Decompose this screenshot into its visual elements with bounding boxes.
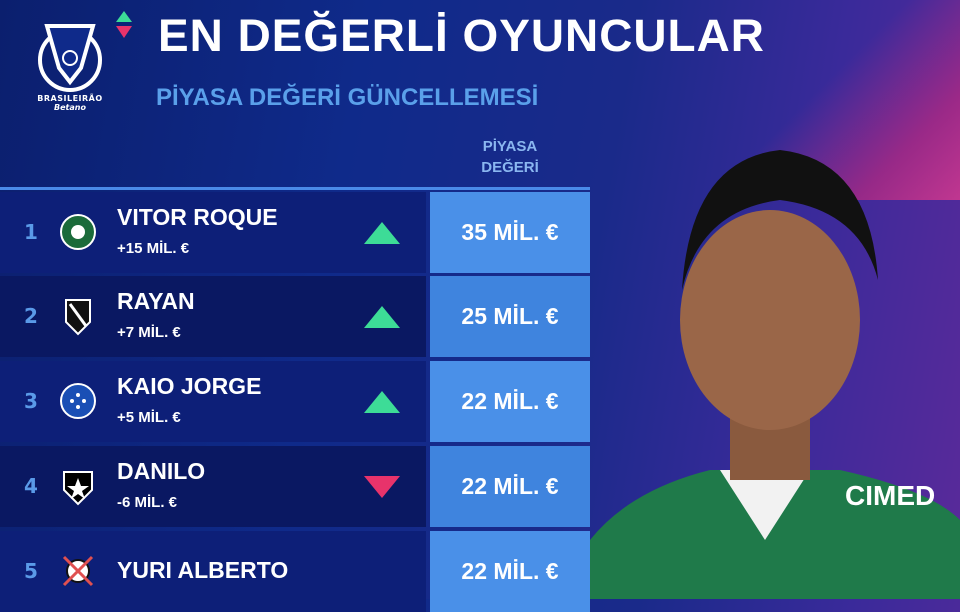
column-header-market-value: PİYASA DEĞERİ	[430, 136, 590, 178]
value-change: +5 MİL. €	[117, 409, 181, 426]
player-name: RAYAN	[117, 288, 195, 314]
value-change: +15 MİL. €	[117, 240, 190, 257]
rank: 4	[24, 474, 38, 498]
brasileirao-crest-icon	[38, 24, 102, 92]
player-photo: CIMED	[590, 150, 960, 599]
player-name: DANILO	[117, 458, 206, 484]
logo-text: BRASILEIRÃO	[37, 94, 103, 103]
trend-down-icon	[364, 476, 400, 498]
logo-sponsor: Betano	[54, 103, 86, 112]
rank: 2	[24, 304, 38, 328]
player-name: KAIO JORGE	[117, 373, 262, 399]
market-value: 35 MİL. €	[430, 192, 590, 273]
trend-up-icon	[364, 222, 400, 244]
market-value: 22 MİL. €	[430, 531, 590, 612]
trend-up-icon	[364, 391, 400, 413]
brasileirao-logo: BRASILEIRÃO Betano	[30, 20, 110, 112]
page-title: EN DEĞERLİ OYUNCULAR	[158, 10, 765, 61]
table-top-divider	[0, 187, 590, 190]
table-row: 4 DANILO -6 MİL. € 22 MİL. €	[0, 446, 590, 527]
trend-up-icon	[364, 306, 400, 328]
value-change: -6 MİL. €	[117, 494, 178, 511]
market-value: 22 MİL. €	[430, 361, 590, 442]
player-name: YURI ALBERTO	[117, 557, 289, 583]
table-row: 2 RAYAN +7 MİL. € 25 MİL. €	[0, 276, 590, 357]
rank: 3	[24, 389, 38, 413]
market-value: 25 MİL. €	[430, 276, 590, 357]
table-row: 1 VITOR ROQUE +15 MİL. € 35 MİL. €	[0, 192, 590, 273]
column-header-line2: DEĞERİ	[481, 159, 539, 176]
market-value: 22 MİL. €	[430, 446, 590, 527]
vasco-crest-icon	[65, 299, 91, 336]
column-header-line1: PİYASA	[482, 138, 538, 155]
palmeiras-crest-icon	[60, 214, 96, 250]
botafogo-crest-icon	[63, 471, 93, 506]
rank: 5	[24, 559, 38, 583]
table-row: 5 YURI ALBERTO 22 MİL. €	[0, 531, 590, 612]
page-subtitle: PİYASA DEĞERİ GÜNCELLEMESİ	[156, 84, 539, 111]
rank: 1	[24, 220, 38, 244]
up-down-arrows-icon	[116, 11, 132, 38]
player-name: VITOR ROQUE	[117, 204, 278, 230]
cruzeiro-crest-icon	[60, 383, 96, 419]
table-row: 3 KAIO JORGE +5 MİL. € 22 MİL. €	[0, 361, 590, 442]
jersey-sponsor-text: CIMED	[845, 480, 935, 511]
corinthians-crest-icon	[62, 555, 94, 587]
value-change: +7 MİL. €	[117, 324, 181, 341]
